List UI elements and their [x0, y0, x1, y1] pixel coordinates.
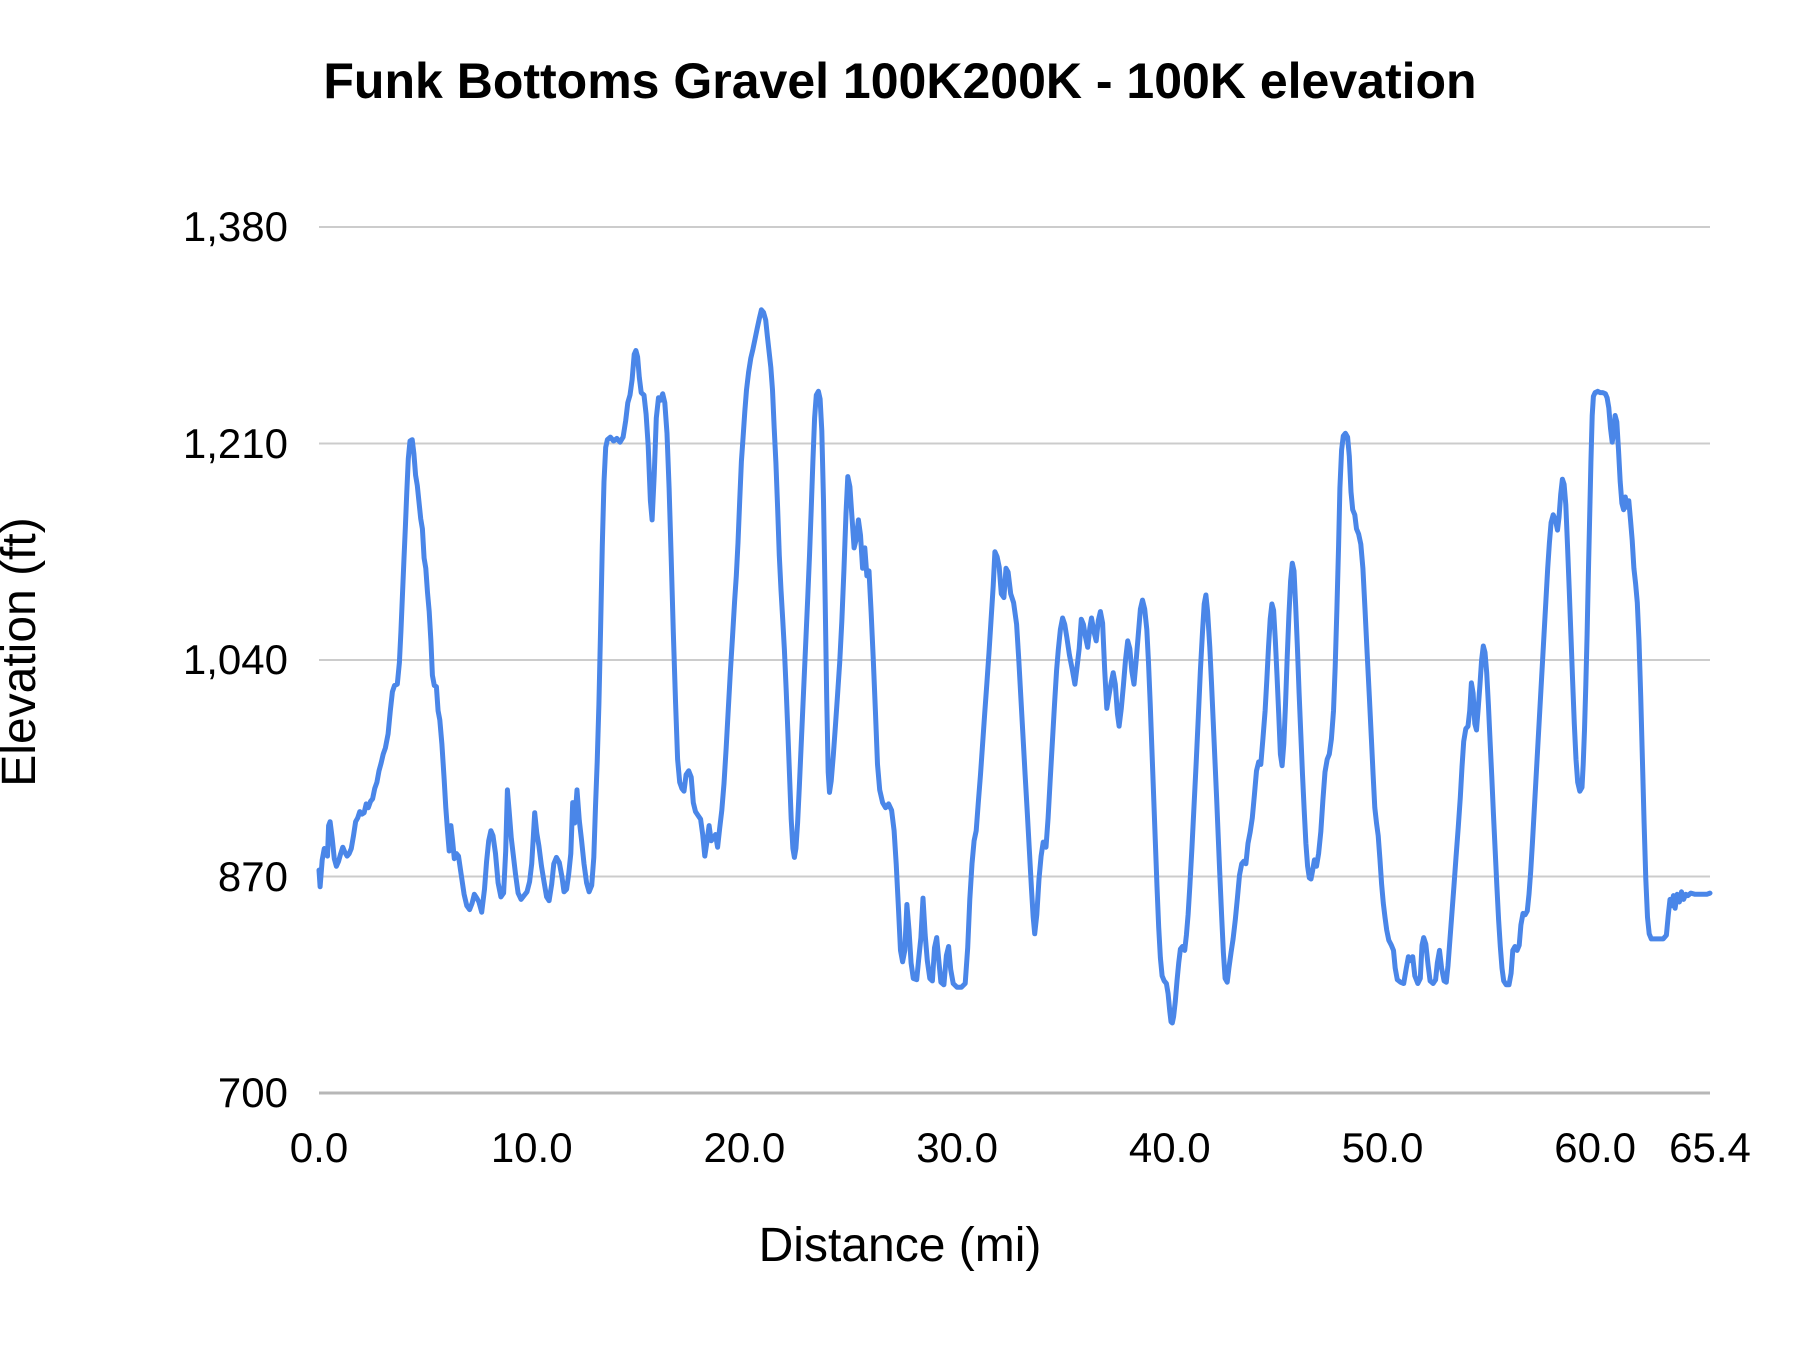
elevation-line — [316, 307, 1713, 1026]
x-tick-label-50.0: 50.0 — [1341, 1124, 1424, 1171]
x-tick-label-65.4: 65.4 — [1669, 1124, 1751, 1171]
x-axis-title: Distance (mi) — [758, 1219, 1042, 1272]
x-tick-label-40.0: 40.0 — [1128, 1124, 1211, 1171]
x-tick-label-0.0: 0.0 — [289, 1124, 349, 1171]
y-tick-label-1,040: 1,040 — [182, 636, 288, 683]
x-tick-label-20.0: 20.0 — [703, 1124, 786, 1171]
x-tick-label-60.0: 60.0 — [1554, 1124, 1637, 1171]
y-tick-label-870: 870 — [217, 852, 288, 900]
x-tick-label-30.0: 30.0 — [916, 1124, 998, 1171]
chart-title: Funk Bottoms Gravel 100K200K - 100K elev… — [323, 53, 1477, 109]
y-tick-label-700: 700 — [217, 1069, 288, 1116]
y-tick-label-1,380: 1,380 — [182, 203, 288, 250]
y-tick-label-1,210: 1,210 — [182, 419, 288, 467]
x-tick-label-10.0: 10.0 — [490, 1124, 573, 1171]
